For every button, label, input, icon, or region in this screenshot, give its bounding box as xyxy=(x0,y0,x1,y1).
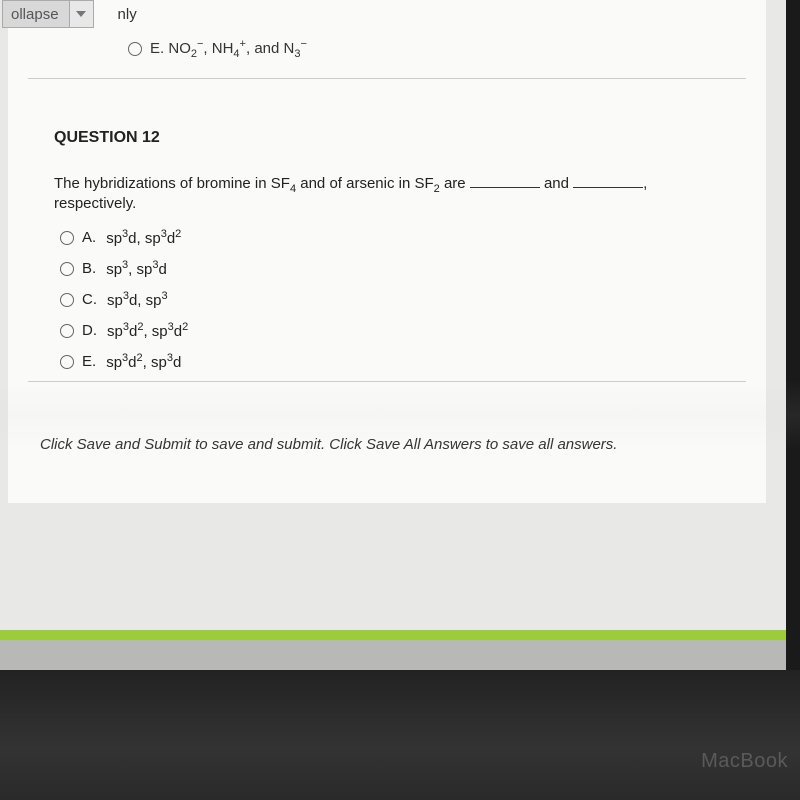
options-list: A. sp3d, sp3d2 B. sp3, sp3d C. sp3d, sp3… xyxy=(54,228,726,371)
option-text: sp3d, sp3d2 xyxy=(106,228,181,247)
stem-part: and of arsenic in SF xyxy=(296,175,434,192)
option-letter: C. xyxy=(82,291,97,308)
collapse-dropdown[interactable]: ollapse xyxy=(2,0,94,28)
trailing-text: nly xyxy=(118,6,137,23)
option-e[interactable]: E. sp3d2, sp3d xyxy=(60,352,726,371)
option-letter: D. xyxy=(82,322,97,339)
blank-2 xyxy=(573,176,643,188)
question-stem: The hybridizations of bromine in SF4 and… xyxy=(54,175,726,212)
blank-1 xyxy=(470,176,540,188)
submit-instruction: Click Save and Submit to save and submit… xyxy=(8,382,766,483)
screen-area: ollapse nly E. NO2−, NH4+, and N3− QUEST… xyxy=(0,0,800,670)
option-letter: B. xyxy=(82,260,96,277)
accent-bar xyxy=(0,630,786,640)
option-letter: E. xyxy=(82,353,96,370)
device-brand-label: MacBook xyxy=(701,750,788,773)
radio-icon[interactable] xyxy=(128,42,142,56)
option-text: sp3d2, sp3d xyxy=(106,352,181,371)
option-b[interactable]: B. sp3, sp3d xyxy=(60,259,726,278)
question-12: QUESTION 12 The hybridizations of bromin… xyxy=(8,79,766,381)
option-d[interactable]: D. sp3d2, sp3d2 xyxy=(60,321,726,340)
option-text: sp3d2, sp3d2 xyxy=(107,321,188,340)
radio-icon[interactable] xyxy=(60,231,74,245)
previous-question-option-e[interactable]: E. NO2−, NH4+, and N3− xyxy=(8,28,766,78)
question-number: QUESTION 12 xyxy=(54,129,726,147)
top-toolbar: ollapse nly xyxy=(8,0,766,28)
quiz-content: ollapse nly E. NO2−, NH4+, and N3− QUEST… xyxy=(8,0,766,503)
option-a[interactable]: A. sp3d, sp3d2 xyxy=(60,228,726,247)
option-text: sp3, sp3d xyxy=(106,259,167,278)
chevron-down-icon[interactable] xyxy=(69,1,93,27)
stem-part: are xyxy=(440,175,470,192)
option-letter: A. xyxy=(82,229,96,246)
laptop-bezel xyxy=(0,670,800,800)
stem-and: and xyxy=(540,175,573,192)
radio-icon[interactable] xyxy=(60,262,74,276)
option-c[interactable]: C. sp3d, sp3 xyxy=(60,290,726,309)
opt-letter: E. xyxy=(150,40,164,57)
radio-icon[interactable] xyxy=(60,355,74,369)
stem-part: The hybridizations of bromine in SF xyxy=(54,175,290,192)
option-text: sp3d, sp3 xyxy=(107,290,168,309)
radio-icon[interactable] xyxy=(60,324,74,338)
grey-bar xyxy=(0,640,786,670)
dropdown-label: ollapse xyxy=(3,2,69,27)
option-e-text: E. NO2−, NH4+, and N3− xyxy=(150,38,307,60)
radio-icon[interactable] xyxy=(60,293,74,307)
